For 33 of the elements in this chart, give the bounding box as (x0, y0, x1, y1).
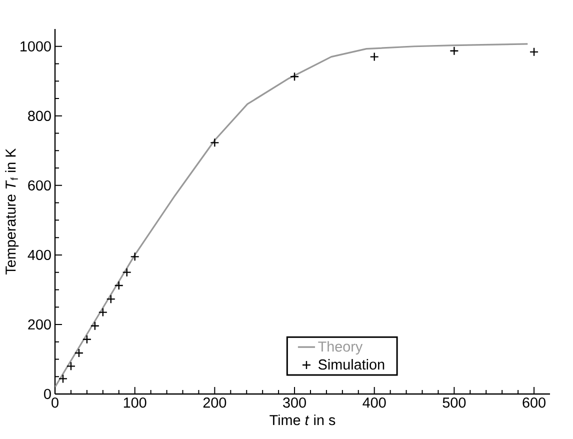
legend-label: Theory (318, 341, 363, 355)
y-tick-label: 200 (28, 319, 51, 330)
point (58, 374, 68, 384)
x-tick-label: 600 (522, 398, 546, 408)
y-axis-title: Temperature T$_{f}$ in K (5, 148, 19, 274)
point (370, 52, 379, 62)
y-tick-label: 0 (44, 388, 51, 400)
point (122, 268, 132, 277)
y-tick-label: 1000 (20, 41, 51, 52)
y-tick-label: 600 (28, 180, 51, 191)
legend-label: Simulation (318, 359, 384, 370)
point (450, 46, 459, 56)
y-tick-label: 400 (28, 250, 51, 260)
point (74, 348, 84, 358)
line-series (55, 43, 528, 388)
point (130, 252, 140, 262)
x-tick-label: 300 (283, 398, 306, 408)
x-tick-label: 400 (362, 398, 386, 408)
point (82, 334, 92, 344)
x-axis-title: Time t in s (270, 414, 336, 426)
point (210, 138, 220, 148)
point (106, 294, 116, 304)
x-tick-label: 200 (203, 398, 226, 408)
point (98, 308, 108, 317)
point (90, 321, 100, 330)
x-tick-label: 100 (124, 398, 146, 408)
point (114, 280, 124, 290)
point (529, 47, 539, 57)
x-tick-label: 500 (442, 398, 466, 408)
point (66, 362, 76, 371)
x-tick-label: 0 (52, 398, 58, 408)
point (290, 72, 300, 82)
y-tick-label: 800 (28, 110, 51, 121)
